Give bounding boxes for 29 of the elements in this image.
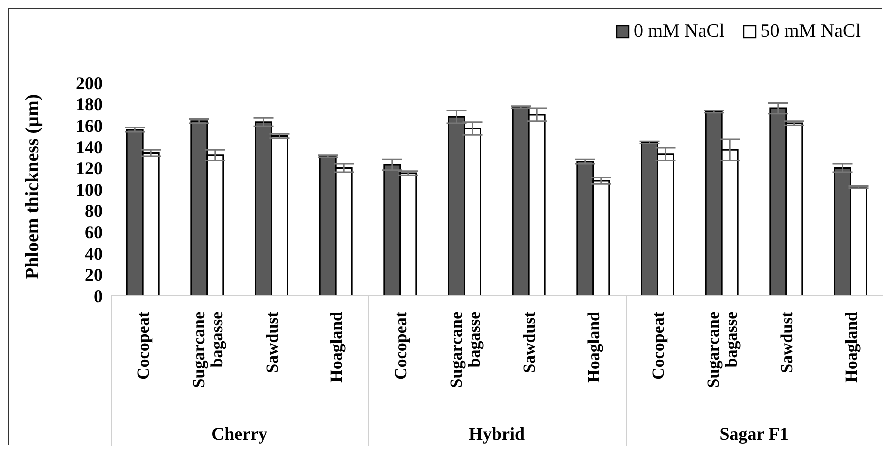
y-tick-label: 40 (85, 244, 103, 264)
y-tick-label: 80 (85, 201, 103, 222)
x-tick-label: Sawdust (520, 312, 540, 374)
y-axis-title: Phloem thickness (µm) (22, 94, 44, 280)
y-tick-label: 20 (85, 265, 103, 286)
x-tick-label: Sugarcane bagasse (190, 312, 226, 388)
legend-label: 0 mM NaCl (632, 21, 725, 43)
y-tick-label: 200 (76, 73, 103, 94)
y-tick-label: 140 (76, 137, 103, 158)
x-tick-label: Cocopeat (392, 312, 410, 380)
y-tick-label: 0 (94, 286, 103, 306)
x-tick-label: Sugarcane bagasse (704, 312, 742, 388)
y-tick-label: 160 (76, 116, 103, 136)
x-tick-label: Hoagland (584, 311, 604, 383)
x-tick-label: Hoagland (842, 311, 861, 383)
y-tick-label: 180 (76, 94, 103, 115)
text: Cherry (210, 424, 269, 445)
x-tick-label: Sawdust (778, 312, 796, 374)
text: Sagar F1 (718, 424, 790, 445)
y-tick-label: 120 (76, 158, 103, 179)
x-tick-label: Sugarcane bagasse (446, 312, 484, 388)
legend-label: 50 mM NaCl (760, 21, 861, 43)
x-tick-label: Sawdust (262, 312, 282, 374)
y-tick-label: 60 (85, 222, 103, 242)
text: Hybrid (468, 424, 526, 445)
y-tick-label: 100 (76, 180, 103, 200)
x-tick-label: Cocopeat (648, 312, 668, 380)
x-tick-label: Cocopeat (134, 312, 154, 380)
x-tick-label: Hoagland (327, 311, 346, 383)
